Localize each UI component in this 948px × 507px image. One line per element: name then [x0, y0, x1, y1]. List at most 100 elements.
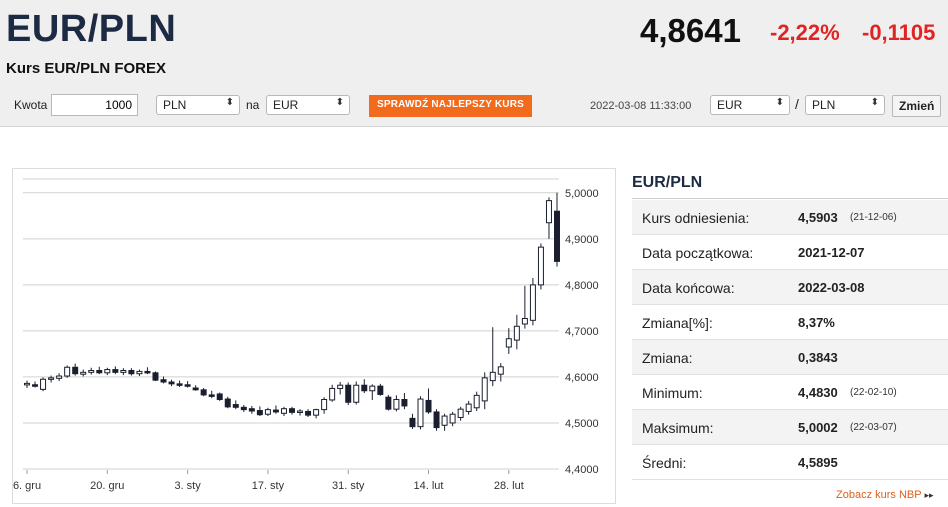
candle-body — [529, 284, 536, 321]
candle-body — [545, 200, 552, 224]
double-arrow-right-icon: ▸▸ — [924, 490, 934, 500]
divider — [632, 198, 948, 199]
stat-row: Kurs odniesienia: 4,5903 (21-12-06) — [632, 200, 948, 235]
stat-value: 4,5903 — [798, 210, 838, 225]
candle-body — [321, 398, 328, 411]
amount-label: Kwota — [14, 98, 48, 112]
candle-body — [289, 408, 295, 413]
converter-bar: Kwota PLN ⬍ na EUR ⬍ SPRAWDŹ NAJLEPSZY K… — [0, 92, 948, 120]
updown-arrows-icon: ⬍ — [335, 97, 344, 108]
candle-body — [176, 383, 183, 386]
stat-extra: (22-02-10) — [850, 387, 897, 398]
stat-row: Zmiana: 0,3843 — [632, 340, 948, 375]
x-tick-label: 14. lut — [414, 480, 444, 492]
pair-base-value: EUR — [717, 98, 743, 112]
candle-body — [144, 370, 151, 374]
candle-body — [48, 377, 55, 380]
candle-body — [377, 385, 384, 395]
candle-body — [401, 398, 408, 407]
stat-row: Minimum: 4,4830 (22-02-10) — [632, 375, 948, 410]
quote-header: EUR/PLN Kurs EUR/PLN FOREX 4,8641 -2,22%… — [0, 0, 948, 127]
candle-body — [104, 369, 111, 374]
from-currency-value: PLN — [163, 98, 187, 112]
candle-body — [361, 384, 368, 392]
candle-body — [481, 377, 488, 402]
stat-label: Zmiana[%]: — [642, 315, 713, 331]
change-percent: -2,22% — [770, 20, 840, 45]
amount-input[interactable] — [51, 94, 138, 116]
candle-body — [513, 325, 520, 341]
candle-body — [128, 369, 135, 375]
current-rate: 4,8641 — [640, 12, 741, 49]
candle-body — [40, 378, 47, 390]
to-currency-select[interactable]: EUR ⬍ — [266, 95, 350, 115]
candle-body — [521, 317, 528, 325]
stat-label: Data początkowa: — [642, 245, 754, 261]
price-chart[interactable]: 5,0000 4,9000 4,8000 4,7000 4,6000 4,5000 4,40… — [12, 168, 616, 504]
updown-arrows-icon: ⬍ — [225, 97, 234, 108]
change-absolute: -0,1105 — [862, 20, 936, 45]
y-tick-label: 4,6000 — [565, 372, 599, 384]
x-tick-label: 6. gru — [13, 480, 41, 492]
updown-arrows-icon: ⬍ — [870, 97, 879, 108]
updown-arrows-icon: ⬍ — [775, 97, 784, 108]
stat-value: 8,37% — [798, 315, 835, 330]
candle-body — [120, 369, 127, 373]
y-tick-label: 4,5000 — [565, 418, 599, 430]
stat-label: Maksimum: — [642, 420, 714, 436]
candle-body — [369, 385, 376, 392]
stat-label: Kurs odniesienia: — [642, 210, 750, 226]
candle-body — [168, 381, 175, 385]
candle-body — [112, 369, 119, 373]
stat-value: 4,5895 — [798, 455, 838, 470]
pair-subtitle: Kurs EUR/PLN FOREX — [6, 60, 167, 77]
candle-body — [80, 371, 87, 375]
candle-body — [305, 410, 312, 416]
x-tick-label: 28. lut — [494, 480, 524, 492]
candle-body — [232, 404, 239, 408]
x-tick-label: 31. sty — [332, 480, 365, 492]
candle-body — [417, 398, 424, 428]
candle-body — [465, 403, 472, 412]
candle-body — [393, 398, 400, 410]
stat-value: 4,4830 — [798, 385, 838, 400]
candle-body — [473, 394, 480, 409]
candle-body — [32, 384, 39, 387]
stat-row: Maksimum: 5,0002 (22-03-07) — [632, 410, 948, 445]
stat-row: Zmiana[%]: 8,37% — [632, 305, 948, 340]
x-tick-label: 3. sty — [174, 480, 201, 492]
y-tick-label: 4,8000 — [565, 280, 599, 292]
candle-body — [240, 406, 247, 411]
candle-body — [425, 399, 432, 413]
nbp-link-text: Zobacz kurs NBP — [836, 489, 922, 501]
y-tick-label: 4,4000 — [565, 464, 599, 476]
candle-body — [160, 379, 167, 383]
nbp-rate-link[interactable]: Zobacz kurs NBP ▸▸ — [836, 489, 934, 501]
na-label: na — [246, 98, 260, 112]
pair-base-select[interactable]: EUR ⬍ — [710, 95, 790, 115]
pair-title: EUR/PLN — [6, 8, 177, 50]
candle-body — [449, 413, 456, 424]
change-pair-button[interactable]: Zmień — [892, 95, 942, 117]
stat-label: Zmiana: — [642, 350, 693, 366]
candle-body — [505, 338, 512, 348]
candle-body — [329, 387, 336, 401]
candle-body — [457, 408, 464, 418]
stat-row: Data początkowa: 2021-12-07 — [632, 235, 948, 270]
stat-value: 0,3843 — [798, 350, 838, 365]
x-tick-label: 17. sty — [252, 480, 285, 492]
best-rate-button[interactable]: SPRAWDŹ NAJLEPSZY KURS — [369, 95, 533, 117]
candle-body — [224, 398, 231, 408]
stats-table: Kurs odniesienia: 4,5903 (21-12-06) Data… — [632, 200, 948, 480]
candle-body — [385, 396, 392, 410]
candle-body — [72, 366, 79, 375]
candle-body — [337, 384, 344, 389]
from-currency-select[interactable]: PLN ⬍ — [156, 95, 240, 115]
pair-quote-select[interactable]: PLN ⬍ — [805, 95, 885, 115]
x-tick-label: 20. gru — [90, 480, 124, 492]
stat-extra: (21-12-06) — [850, 212, 897, 223]
candle-body — [489, 371, 496, 382]
candle-body — [537, 246, 544, 286]
stat-value: 2022-03-08 — [798, 280, 865, 295]
candle-body — [554, 210, 560, 262]
